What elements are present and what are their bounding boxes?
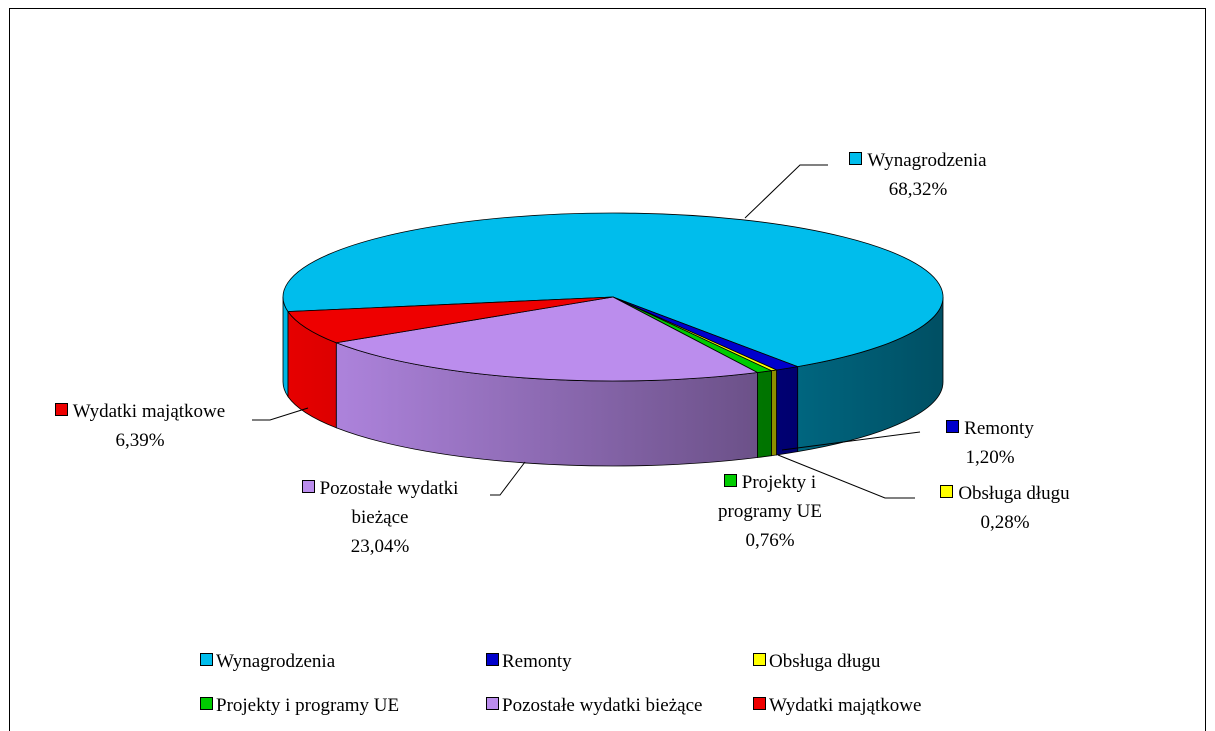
slice-side xyxy=(771,369,777,457)
legend-swatch xyxy=(200,697,213,710)
legend-text: Wynagrodzenia xyxy=(216,651,336,672)
label-swatch xyxy=(301,480,315,493)
label-value: 23,04% xyxy=(350,536,410,557)
legend-text: Wydatki majątkowe xyxy=(769,695,922,716)
label-name: Obsługa długu xyxy=(958,483,1070,504)
label-value: 68,32% xyxy=(888,179,948,200)
slice-side xyxy=(282,296,289,398)
slice xyxy=(334,296,759,382)
leader-line xyxy=(252,407,309,421)
data-label: Pozostałe wydatki bieżące 23,04% xyxy=(275,474,485,561)
legend-text: Projekty i programy UE xyxy=(216,695,400,716)
legend-swatch xyxy=(486,697,499,710)
label-value: 0,76% xyxy=(745,530,795,551)
data-label: Obsługa długu 0,28% xyxy=(905,479,1105,537)
legend-swatch xyxy=(200,653,213,666)
label-value: 0,28% xyxy=(980,512,1030,533)
legend-item: Wydatki majątkowe xyxy=(753,695,921,717)
slice xyxy=(287,296,614,344)
label-swatch xyxy=(54,403,68,416)
legend-text: Remonty xyxy=(502,651,572,672)
slice-side xyxy=(776,366,799,456)
leader-line xyxy=(744,164,828,219)
legend-swatch xyxy=(753,697,766,710)
slice xyxy=(282,212,944,368)
legend-text: Pozostałe wydatki bieżące xyxy=(502,695,703,716)
data-label: Projekty i programy UE 0,76% xyxy=(690,468,850,555)
legend-item: Pozostałe wydatki bieżące xyxy=(486,695,702,717)
legend-item: Wynagrodzenia xyxy=(200,651,335,673)
leader-line xyxy=(490,461,526,496)
legend-text: Obsługa długu xyxy=(769,651,881,672)
legend-item: Remonty xyxy=(486,651,572,673)
label-swatch xyxy=(946,420,960,433)
label-value: 1,20% xyxy=(965,447,1015,468)
label-swatch xyxy=(723,474,737,487)
data-label: Remonty 1,20% xyxy=(905,414,1075,472)
label-name: Projekty i programy UE xyxy=(718,472,822,522)
data-label: Wydatki majątkowe 6,39% xyxy=(20,397,260,455)
leader-line xyxy=(781,431,921,451)
label-name: Wydatki majątkowe xyxy=(72,401,226,422)
legend-item: Projekty i programy UE xyxy=(200,695,399,717)
chart-frame xyxy=(9,8,1206,731)
data-label: Wynagrodzenia 68,32% xyxy=(818,146,1018,204)
label-name: Wynagrodzenia xyxy=(867,150,987,171)
label-name: Pozostałe wydatki bieżące xyxy=(319,478,459,528)
label-value: 6,39% xyxy=(115,430,165,451)
slice-side xyxy=(757,370,772,458)
label-swatch xyxy=(849,152,863,165)
label-name: Remonty xyxy=(964,418,1034,439)
leader-line xyxy=(777,454,915,499)
legend-swatch xyxy=(753,653,766,666)
label-swatch xyxy=(940,485,954,498)
legend-swatch xyxy=(486,653,499,666)
legend-item: Obsługa długu xyxy=(753,651,880,673)
